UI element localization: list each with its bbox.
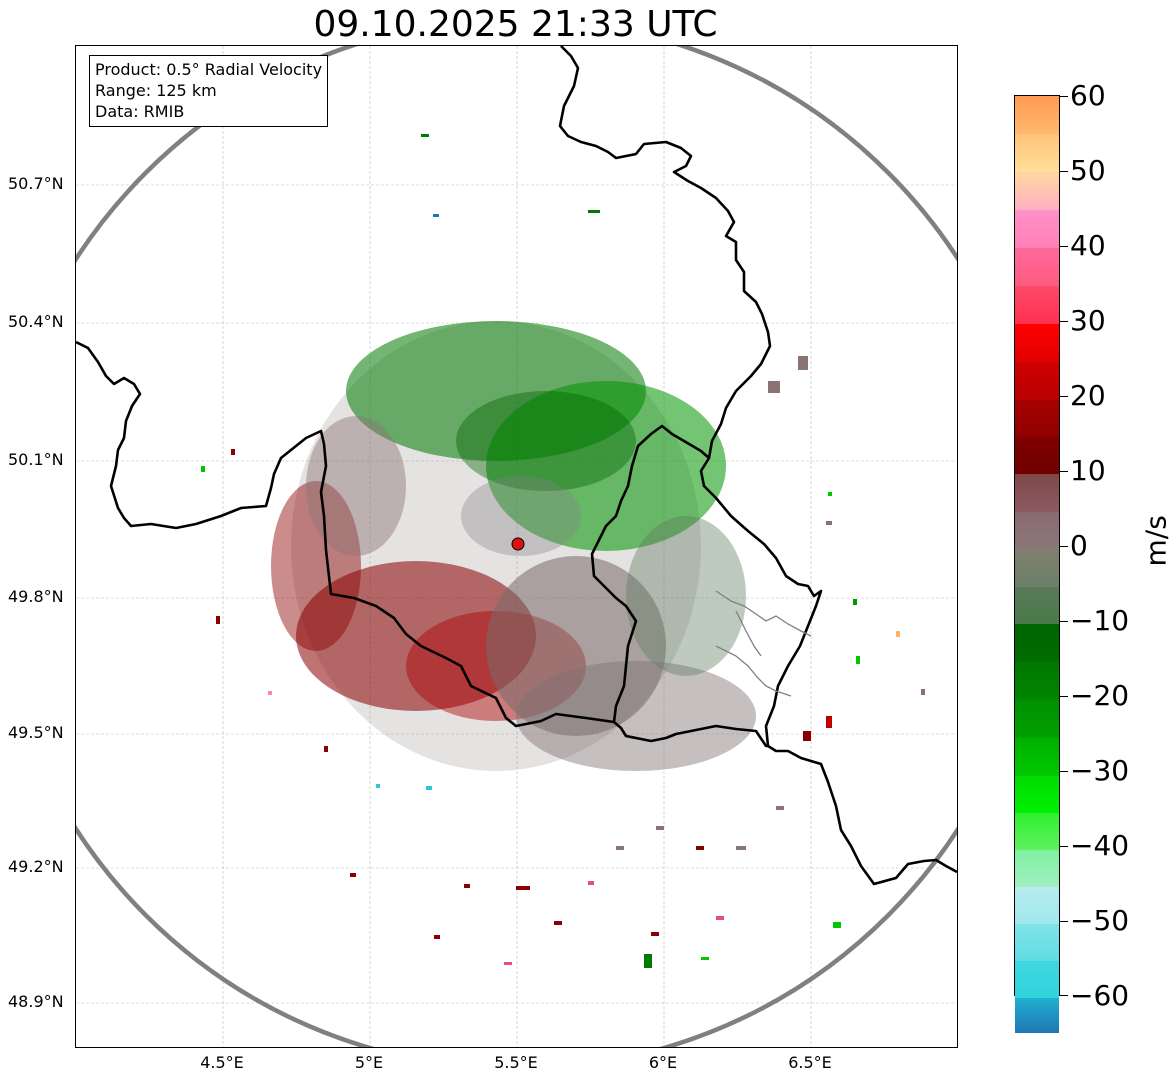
radar-map-canvas bbox=[76, 46, 957, 1047]
product-info-box: Product: 0.5° Radial Velocity Range: 125… bbox=[89, 55, 329, 127]
colorbar-tick bbox=[1060, 171, 1068, 172]
velocity-colorbar bbox=[1014, 95, 1060, 1033]
colorbar-label: 10 bbox=[1070, 454, 1106, 487]
colorbar-tick bbox=[1060, 846, 1068, 847]
lat-label: 50.4°N bbox=[8, 312, 64, 331]
radar-echoes bbox=[271, 321, 756, 771]
colorbar-tick bbox=[1060, 771, 1068, 772]
colorbar-tick bbox=[1060, 396, 1068, 397]
lat-label: 49.5°N bbox=[8, 723, 64, 742]
lon-label: 5°E bbox=[354, 1053, 384, 1072]
radar-map[interactable] bbox=[75, 45, 958, 1048]
country-borders bbox=[76, 46, 957, 886]
lon-label: 5.5°E bbox=[494, 1053, 538, 1072]
lat-label: 48.9°N bbox=[8, 992, 64, 1011]
lat-label: 49.8°N bbox=[8, 587, 64, 606]
colorbar-tick bbox=[1060, 621, 1068, 622]
range-label: Range: 125 km bbox=[95, 81, 217, 100]
colorbar-label: 40 bbox=[1070, 229, 1106, 262]
lon-label: 6.5°E bbox=[788, 1053, 832, 1072]
lat-label: 50.1°N bbox=[8, 450, 64, 469]
colorbar-tick bbox=[1060, 921, 1068, 922]
colorbar-label: −30 bbox=[1070, 754, 1130, 787]
colorbar-tick bbox=[1060, 246, 1068, 247]
colorbar-label: −40 bbox=[1070, 829, 1130, 862]
colorbar-label: 0 bbox=[1070, 529, 1088, 562]
colorbar-tick bbox=[1060, 995, 1068, 996]
colorbar-label: 30 bbox=[1070, 304, 1106, 337]
lon-label: 6°E bbox=[648, 1053, 678, 1072]
lat-label: 49.2°N bbox=[8, 857, 64, 876]
colorbar-unit-label: m/s bbox=[1139, 515, 1171, 567]
colorbar-tick bbox=[1060, 546, 1068, 547]
radar-site-marker[interactable] bbox=[511, 537, 525, 551]
lat-label: 50.7°N bbox=[8, 174, 64, 193]
product-label: Product: 0.5° Radial Velocity bbox=[95, 60, 323, 79]
map-title: 09.10.2025 21:33 UTC bbox=[313, 4, 718, 45]
colorbar-label: −20 bbox=[1070, 679, 1130, 712]
data-source-label: Data: RMIB bbox=[95, 102, 185, 121]
colorbar-tick bbox=[1060, 321, 1068, 322]
secondary-borders bbox=[715, 590, 812, 697]
colorbar-label: 20 bbox=[1070, 379, 1106, 412]
colorbar-tick bbox=[1060, 96, 1068, 97]
colorbar-label: −50 bbox=[1070, 904, 1130, 937]
colorbar-label: 50 bbox=[1070, 154, 1106, 187]
colorbar-label: −10 bbox=[1070, 604, 1130, 637]
colorbar-tick bbox=[1060, 471, 1068, 472]
colorbar-label: −60 bbox=[1070, 979, 1130, 1012]
colorbar-label: 60 bbox=[1070, 79, 1106, 112]
scattered-echoes bbox=[201, 134, 925, 968]
lon-label: 4.5°E bbox=[200, 1053, 244, 1072]
colorbar-tick bbox=[1060, 696, 1068, 697]
